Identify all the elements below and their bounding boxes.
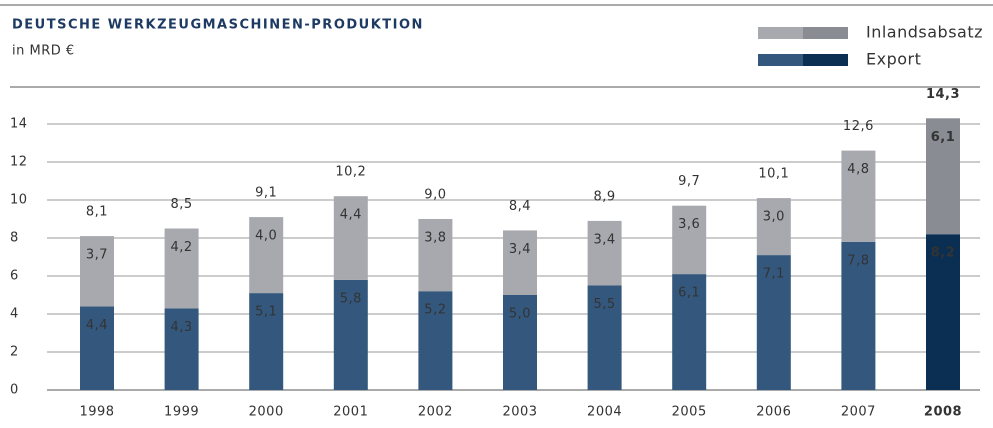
value-label: 4,4 [86, 318, 108, 333]
total-label: 12,6 [843, 119, 874, 134]
value-label: 4,4 [340, 208, 362, 223]
bar-segment [672, 274, 707, 390]
bar-segment [333, 279, 368, 390]
value-label: 4,2 [171, 240, 193, 255]
y-tick-label: 12 [10, 155, 28, 170]
legend-swatch [758, 27, 803, 39]
bar-segment [926, 234, 960, 390]
value-label: 4,0 [255, 229, 277, 244]
value-label: 3,4 [594, 232, 616, 247]
x-tick-label: 2007 [841, 405, 876, 420]
bar-segment [503, 230, 537, 295]
bar-segment [333, 196, 368, 280]
x-tick-label: 2005 [672, 405, 707, 420]
bar-segment [249, 293, 284, 390]
bar-segment [164, 308, 199, 390]
value-label: 3,4 [509, 242, 531, 257]
value-label: 5,8 [340, 291, 362, 306]
total-label: 8,5 [171, 197, 193, 212]
y-tick-label: 10 [10, 193, 28, 208]
bar-segment [80, 236, 114, 307]
y-tick-label: 4 [10, 307, 19, 322]
bar-segment [587, 285, 622, 390]
legend-swatch [758, 54, 803, 66]
bar-segment [756, 255, 791, 390]
value-label: 6,1 [931, 130, 956, 145]
bar-segment [503, 295, 537, 390]
bar-segment [249, 217, 284, 294]
legend-swatch [803, 27, 848, 39]
total-label: 9,7 [678, 174, 700, 189]
legend-swatch [803, 54, 848, 66]
value-label: 5,1 [255, 305, 277, 320]
bar-segment [672, 205, 707, 275]
value-label: 4,8 [847, 162, 869, 177]
y-tick-label: 8 [10, 231, 19, 246]
value-label: 3,0 [763, 210, 785, 225]
bar-segment [164, 228, 199, 309]
x-tick-label: 2003 [502, 405, 537, 420]
x-tick-label: 2004 [587, 405, 622, 420]
value-label: 3,7 [86, 248, 108, 263]
value-label: 7,8 [847, 253, 869, 268]
total-label: 14,3 [926, 87, 960, 102]
y-tick-label: 0 [10, 383, 19, 398]
bar-segment [418, 219, 453, 292]
total-label: 8,4 [509, 199, 531, 214]
bar-segment [841, 241, 876, 390]
y-tick-label: 14 [10, 117, 28, 132]
y-tick-label: 6 [10, 269, 19, 284]
bar-segment [756, 198, 791, 256]
bar-segment [926, 118, 960, 235]
total-label: 9,1 [255, 186, 277, 201]
value-label: 3,8 [424, 231, 446, 246]
value-label: 4,3 [171, 320, 193, 335]
legend-label: Export [866, 50, 921, 69]
total-label: 9,0 [424, 188, 446, 203]
bar-segment [418, 291, 453, 390]
x-tick-label: 2002 [418, 405, 453, 420]
x-tick-label: 1998 [79, 405, 114, 420]
value-label: 5,2 [424, 303, 446, 318]
y-tick-label: 2 [10, 345, 19, 360]
x-tick-label: 2008 [924, 405, 962, 420]
bar-segment [80, 306, 114, 390]
value-label: 5,0 [509, 307, 531, 322]
total-label: 8,1 [86, 205, 108, 220]
legend-label: Inlandsabsatz [866, 23, 983, 42]
value-label: 5,5 [594, 297, 616, 312]
chart-subtitle: in MRD € [12, 44, 75, 59]
total-label: 10,2 [335, 165, 366, 180]
x-tick-label: 2006 [756, 405, 791, 420]
x-tick-label: 2001 [333, 405, 368, 420]
value-label: 3,6 [678, 217, 700, 232]
bar-segment [841, 150, 876, 242]
value-label: 7,1 [763, 267, 785, 282]
value-label: 8,2 [931, 246, 956, 261]
total-label: 8,9 [594, 189, 616, 204]
x-tick-label: 2000 [249, 405, 284, 420]
x-tick-label: 1999 [164, 405, 199, 420]
chart-title: DEUTSCHE WERKZEUGMASCHINEN-PRODUKTION [12, 18, 424, 33]
value-label: 6,1 [678, 286, 700, 301]
bar-segment [587, 220, 622, 286]
total-label: 10,1 [758, 167, 789, 182]
